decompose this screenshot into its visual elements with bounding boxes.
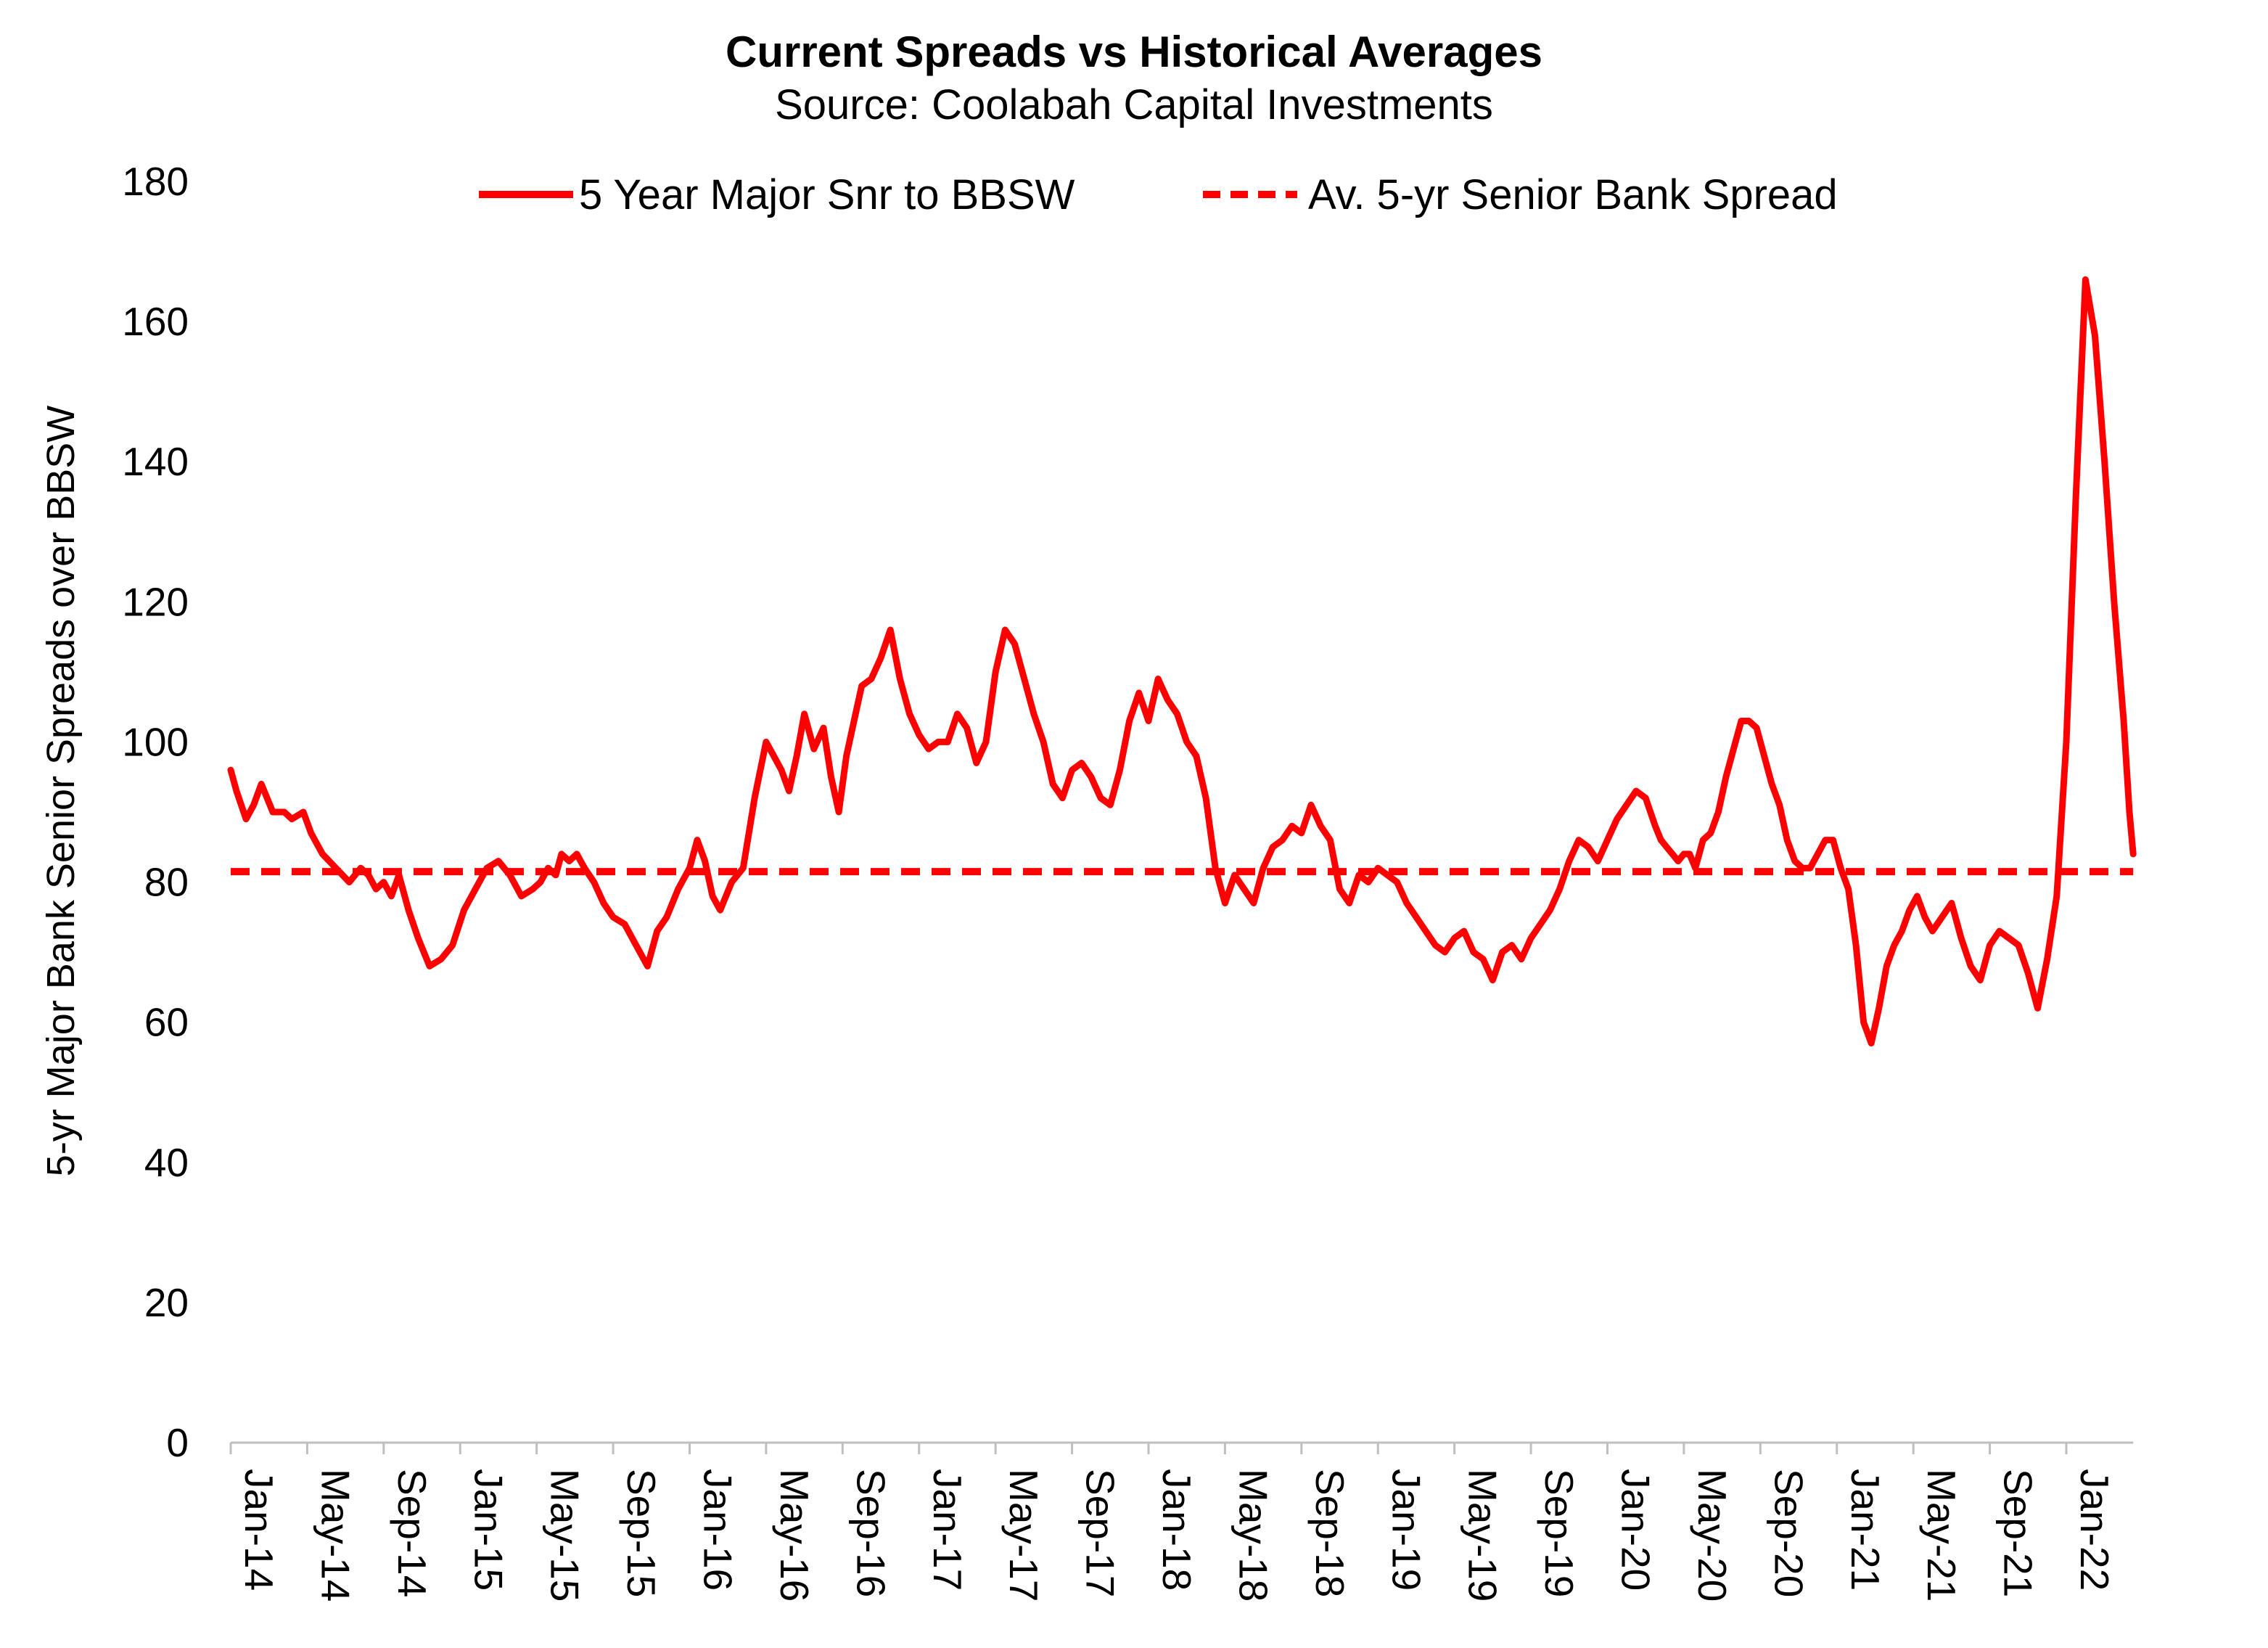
- y-tick-label: 0: [166, 1420, 189, 1465]
- x-tick-label: Jan-16: [696, 1469, 741, 1591]
- x-tick-label: May-15: [543, 1469, 588, 1602]
- x-tick-label: Sep-15: [619, 1469, 664, 1597]
- chart-title: Current Spreads vs Historical Averages: [726, 28, 1542, 76]
- x-tick-label: Sep-18: [1307, 1469, 1352, 1597]
- x-tick-label: Jan-14: [237, 1469, 282, 1591]
- x-tick-label: May-21: [1919, 1469, 1964, 1602]
- x-tick-label: Sep-20: [1766, 1469, 1811, 1597]
- y-tick-label: 20: [144, 1280, 189, 1325]
- legend-label-series: 5 Year Major Snr to BBSW: [579, 171, 1075, 218]
- x-axis: Jan-14 May-14 Sep-14 Jan-15 May-15 Sep-15 Jan-…: [229, 1441, 2134, 1602]
- plot-area: [227, 276, 2137, 1047]
- x-tick-label: May-17: [1001, 1469, 1046, 1602]
- x-tick-label: Jan-17: [925, 1469, 970, 1591]
- x-tick-label: May-19: [1460, 1469, 1505, 1602]
- y-tick-label: 120: [122, 579, 189, 624]
- chart-subtitle: Source: Coolabah Capital Investments: [775, 81, 1493, 128]
- y-tick-label: 100: [122, 719, 189, 764]
- x-tick-label: May-18: [1230, 1469, 1275, 1602]
- x-tick-label: Sep-21: [1996, 1469, 2041, 1597]
- y-axis-label: 5-yr Major Bank Senior Spreads over BBSW: [39, 406, 83, 1176]
- x-tick-label: Jan-21: [1843, 1469, 1888, 1591]
- x-tick-label: Jan-22: [2072, 1469, 2117, 1591]
- legend-label-average: Av. 5-yr Senior Bank Spread: [1308, 171, 1838, 218]
- y-tick-label: 40: [144, 1140, 189, 1185]
- x-tick-label: Jan-19: [1384, 1469, 1429, 1591]
- x-tick-label: Jan-20: [1614, 1469, 1659, 1591]
- x-tick-label: May-20: [1690, 1469, 1735, 1602]
- y-tick-label: 80: [144, 860, 189, 905]
- x-tick-label: Jan-15: [466, 1469, 511, 1591]
- legend: 5 Year Major Snr to BBSW Av. 5-yr Senior…: [479, 171, 1838, 218]
- x-tick-label: Sep-19: [1537, 1469, 1582, 1597]
- x-tick-label: Sep-14: [390, 1469, 435, 1597]
- x-tick-label: May-14: [313, 1469, 358, 1602]
- y-tick-label: 140: [122, 439, 189, 484]
- x-tick-label: Sep-17: [1078, 1469, 1123, 1597]
- series-line-5yr-major-snr: [227, 276, 2137, 1047]
- x-tick-label: May-16: [772, 1469, 817, 1602]
- y-tick-label: 180: [122, 159, 189, 204]
- y-tick-label: 160: [122, 299, 189, 344]
- x-tick-label: Sep-16: [848, 1469, 893, 1597]
- y-tick-label: 60: [144, 1000, 189, 1045]
- x-tick-label: Jan-18: [1154, 1469, 1199, 1591]
- y-axis-ticks: 0 20 40 60 80 100 120 140 160 180: [122, 159, 189, 1465]
